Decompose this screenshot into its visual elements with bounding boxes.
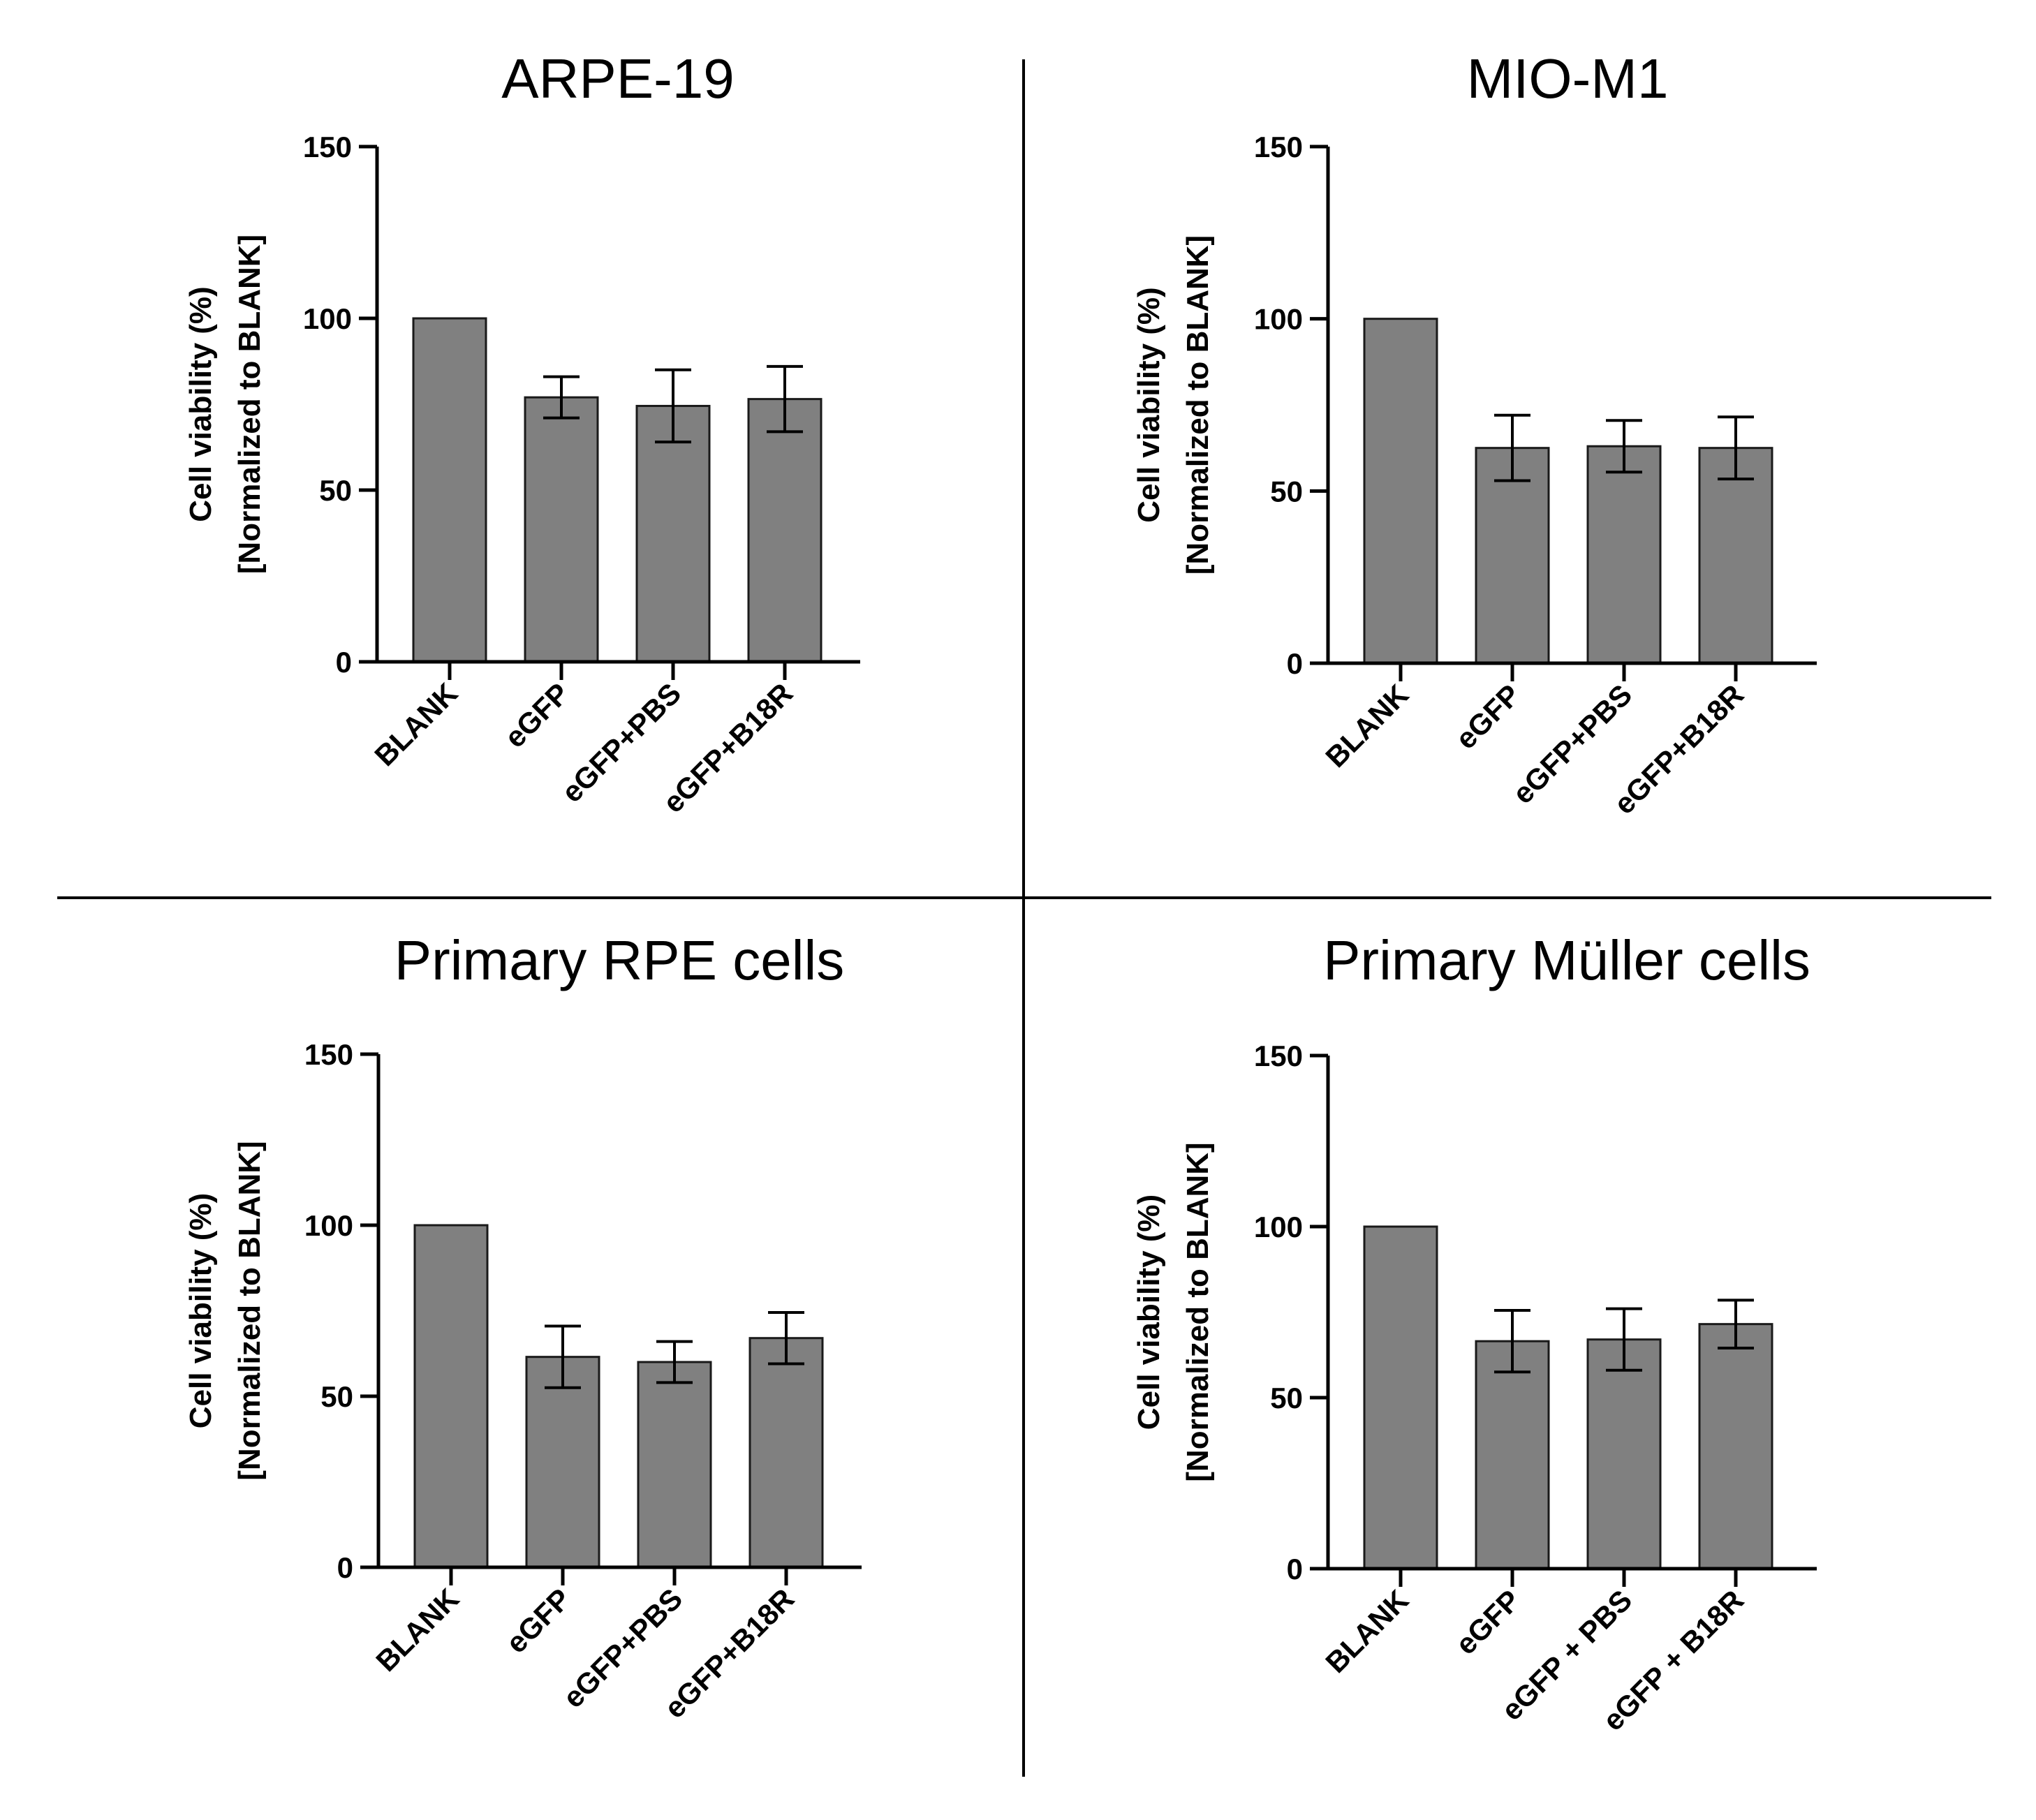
x-category-label: eGFP (500, 1582, 577, 1659)
chart-panel-1: ARPE-19 Cell viability (%) [Normalized to … (184, 47, 860, 819)
bar-3 (635, 404, 711, 663)
chart-title: ARPE-19 (501, 47, 734, 110)
error-bar-2 (1494, 1309, 1530, 1374)
y-tick-label: 0 (1287, 647, 1303, 680)
bar-3 (1586, 445, 1662, 665)
error-bar-4 (1718, 415, 1754, 481)
y-axis-title: Cell viability (%) (1132, 287, 1166, 522)
error-bar-3 (655, 368, 691, 444)
chart-panel-2: MIO-M1 Cell viability (%) [Normalized to B… (1132, 47, 1817, 820)
y-axis-title: Cell viability (%) (1132, 1194, 1166, 1430)
chart-panel-4: Primary Müller cells Cell viability (%) [N… (1132, 929, 1817, 1737)
bar-3 (1586, 1338, 1662, 1570)
error-bar-3 (1606, 419, 1642, 474)
error-bar-2 (1494, 413, 1530, 482)
error-bar-3 (1606, 1307, 1642, 1372)
bar-2 (524, 396, 599, 663)
error-bar-4 (767, 364, 803, 434)
x-category-label: BLANK (1319, 678, 1415, 774)
y-axis-subtitle: [Normalized to BLANK] (233, 1141, 267, 1480)
y-tick-label: 50 (1270, 1382, 1303, 1414)
bar-1 (1363, 318, 1438, 665)
y-tick-label: 50 (320, 1380, 353, 1413)
error-bar-3 (656, 1340, 693, 1384)
panels: ARPE-19 Cell viability (%) [Normalized to … (184, 47, 1817, 1737)
y-tick-label: 0 (336, 646, 352, 679)
bar-3 (637, 1361, 712, 1569)
y-axis-title: Cell viability (%) (184, 1193, 218, 1428)
x-category-label: BLANK (368, 676, 464, 772)
y-tick-label: 50 (319, 474, 352, 507)
error-bar-2 (545, 1324, 581, 1389)
bar-4 (748, 1337, 824, 1569)
y-tick-label: 100 (303, 302, 352, 335)
bar-4 (1698, 447, 1773, 665)
y-tick-label: 100 (1254, 303, 1303, 336)
bar-4 (1698, 1323, 1773, 1570)
chart-title: MIO-M1 (1467, 47, 1669, 110)
y-axis-subtitle: [Normalized to BLANK] (1181, 235, 1215, 575)
y-axis-subtitle: [Normalized to BLANK] (1181, 1142, 1215, 1481)
y-tick-label: 100 (304, 1209, 353, 1242)
y-tick-label: 0 (1287, 1553, 1303, 1585)
y-tick-label: 0 (337, 1551, 353, 1584)
chart-panel-3: Primary RPE cells Cell viability (%) [Norm… (184, 929, 862, 1724)
y-tick-label: 150 (303, 131, 352, 163)
y-tick-label: 50 (1270, 475, 1303, 508)
y-axis-subtitle: [Normalized to BLANK] (233, 235, 267, 574)
bar-1 (412, 317, 487, 663)
error-bar-4 (768, 1310, 804, 1366)
x-category-label: eGFP (1449, 1583, 1527, 1661)
y-tick-label: 100 (1254, 1211, 1303, 1243)
y-axis-title: Cell viability (%) (184, 286, 218, 521)
chart-title: Primary RPE cells (394, 929, 845, 991)
x-category-label: eGFP (499, 676, 576, 754)
bar-1 (413, 1224, 489, 1569)
y-tick-label: 150 (304, 1038, 353, 1071)
error-bar-4 (1718, 1299, 1754, 1349)
error-bar-2 (543, 375, 580, 420)
bar-2 (1475, 447, 1550, 665)
bar-1 (1363, 1225, 1438, 1570)
x-category-label: eGFP (1449, 678, 1527, 755)
bar-2 (1475, 1340, 1550, 1570)
y-tick-label: 150 (1254, 1040, 1303, 1072)
y-tick-label: 150 (1254, 131, 1303, 163)
x-category-label: BLANK (369, 1582, 465, 1678)
x-category-label: BLANK (1319, 1583, 1415, 1679)
bar-4 (747, 398, 822, 663)
chart-title: Primary Müller cells (1323, 929, 1810, 991)
